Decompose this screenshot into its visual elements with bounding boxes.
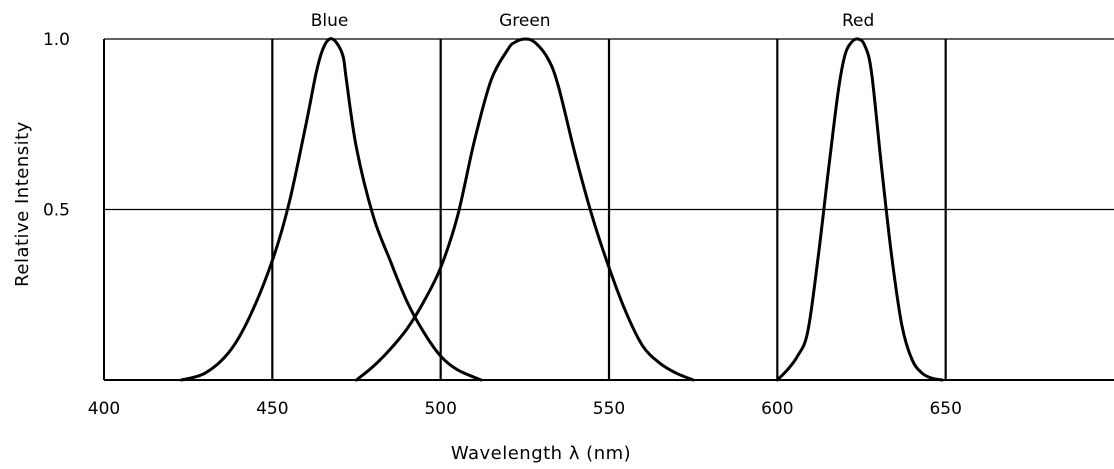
x-tick-label: 450: [256, 399, 288, 419]
y-tick-label: 1.0: [43, 30, 70, 50]
y-axis-title: Relative Intensity: [12, 121, 33, 287]
series-line-blue: [179, 37, 483, 382]
grid-layer: [104, 38, 1114, 380]
labels-layer: 400 450 500 550 600 650 0.5 1.0 Blue Green Red: [43, 11, 962, 419]
series-label-red: Red: [842, 11, 874, 31]
series-layer: [179, 37, 944, 382]
y-tick-label: 0.5: [43, 201, 70, 221]
axes-layer: [103, 39, 1114, 381]
x-tick-label: 400: [88, 399, 120, 419]
series-line-green: [355, 37, 695, 382]
x-tick-label: 550: [593, 399, 625, 419]
x-tick-label: 500: [424, 399, 456, 419]
series-line-red: [775, 37, 944, 382]
series-label-blue: Blue: [311, 11, 349, 31]
x-tick-label: 600: [761, 399, 793, 419]
x-tick-label: 650: [929, 399, 961, 419]
x-axis-title: Wavelength λ (nm): [451, 443, 631, 464]
series-label-green: Green: [499, 11, 550, 31]
